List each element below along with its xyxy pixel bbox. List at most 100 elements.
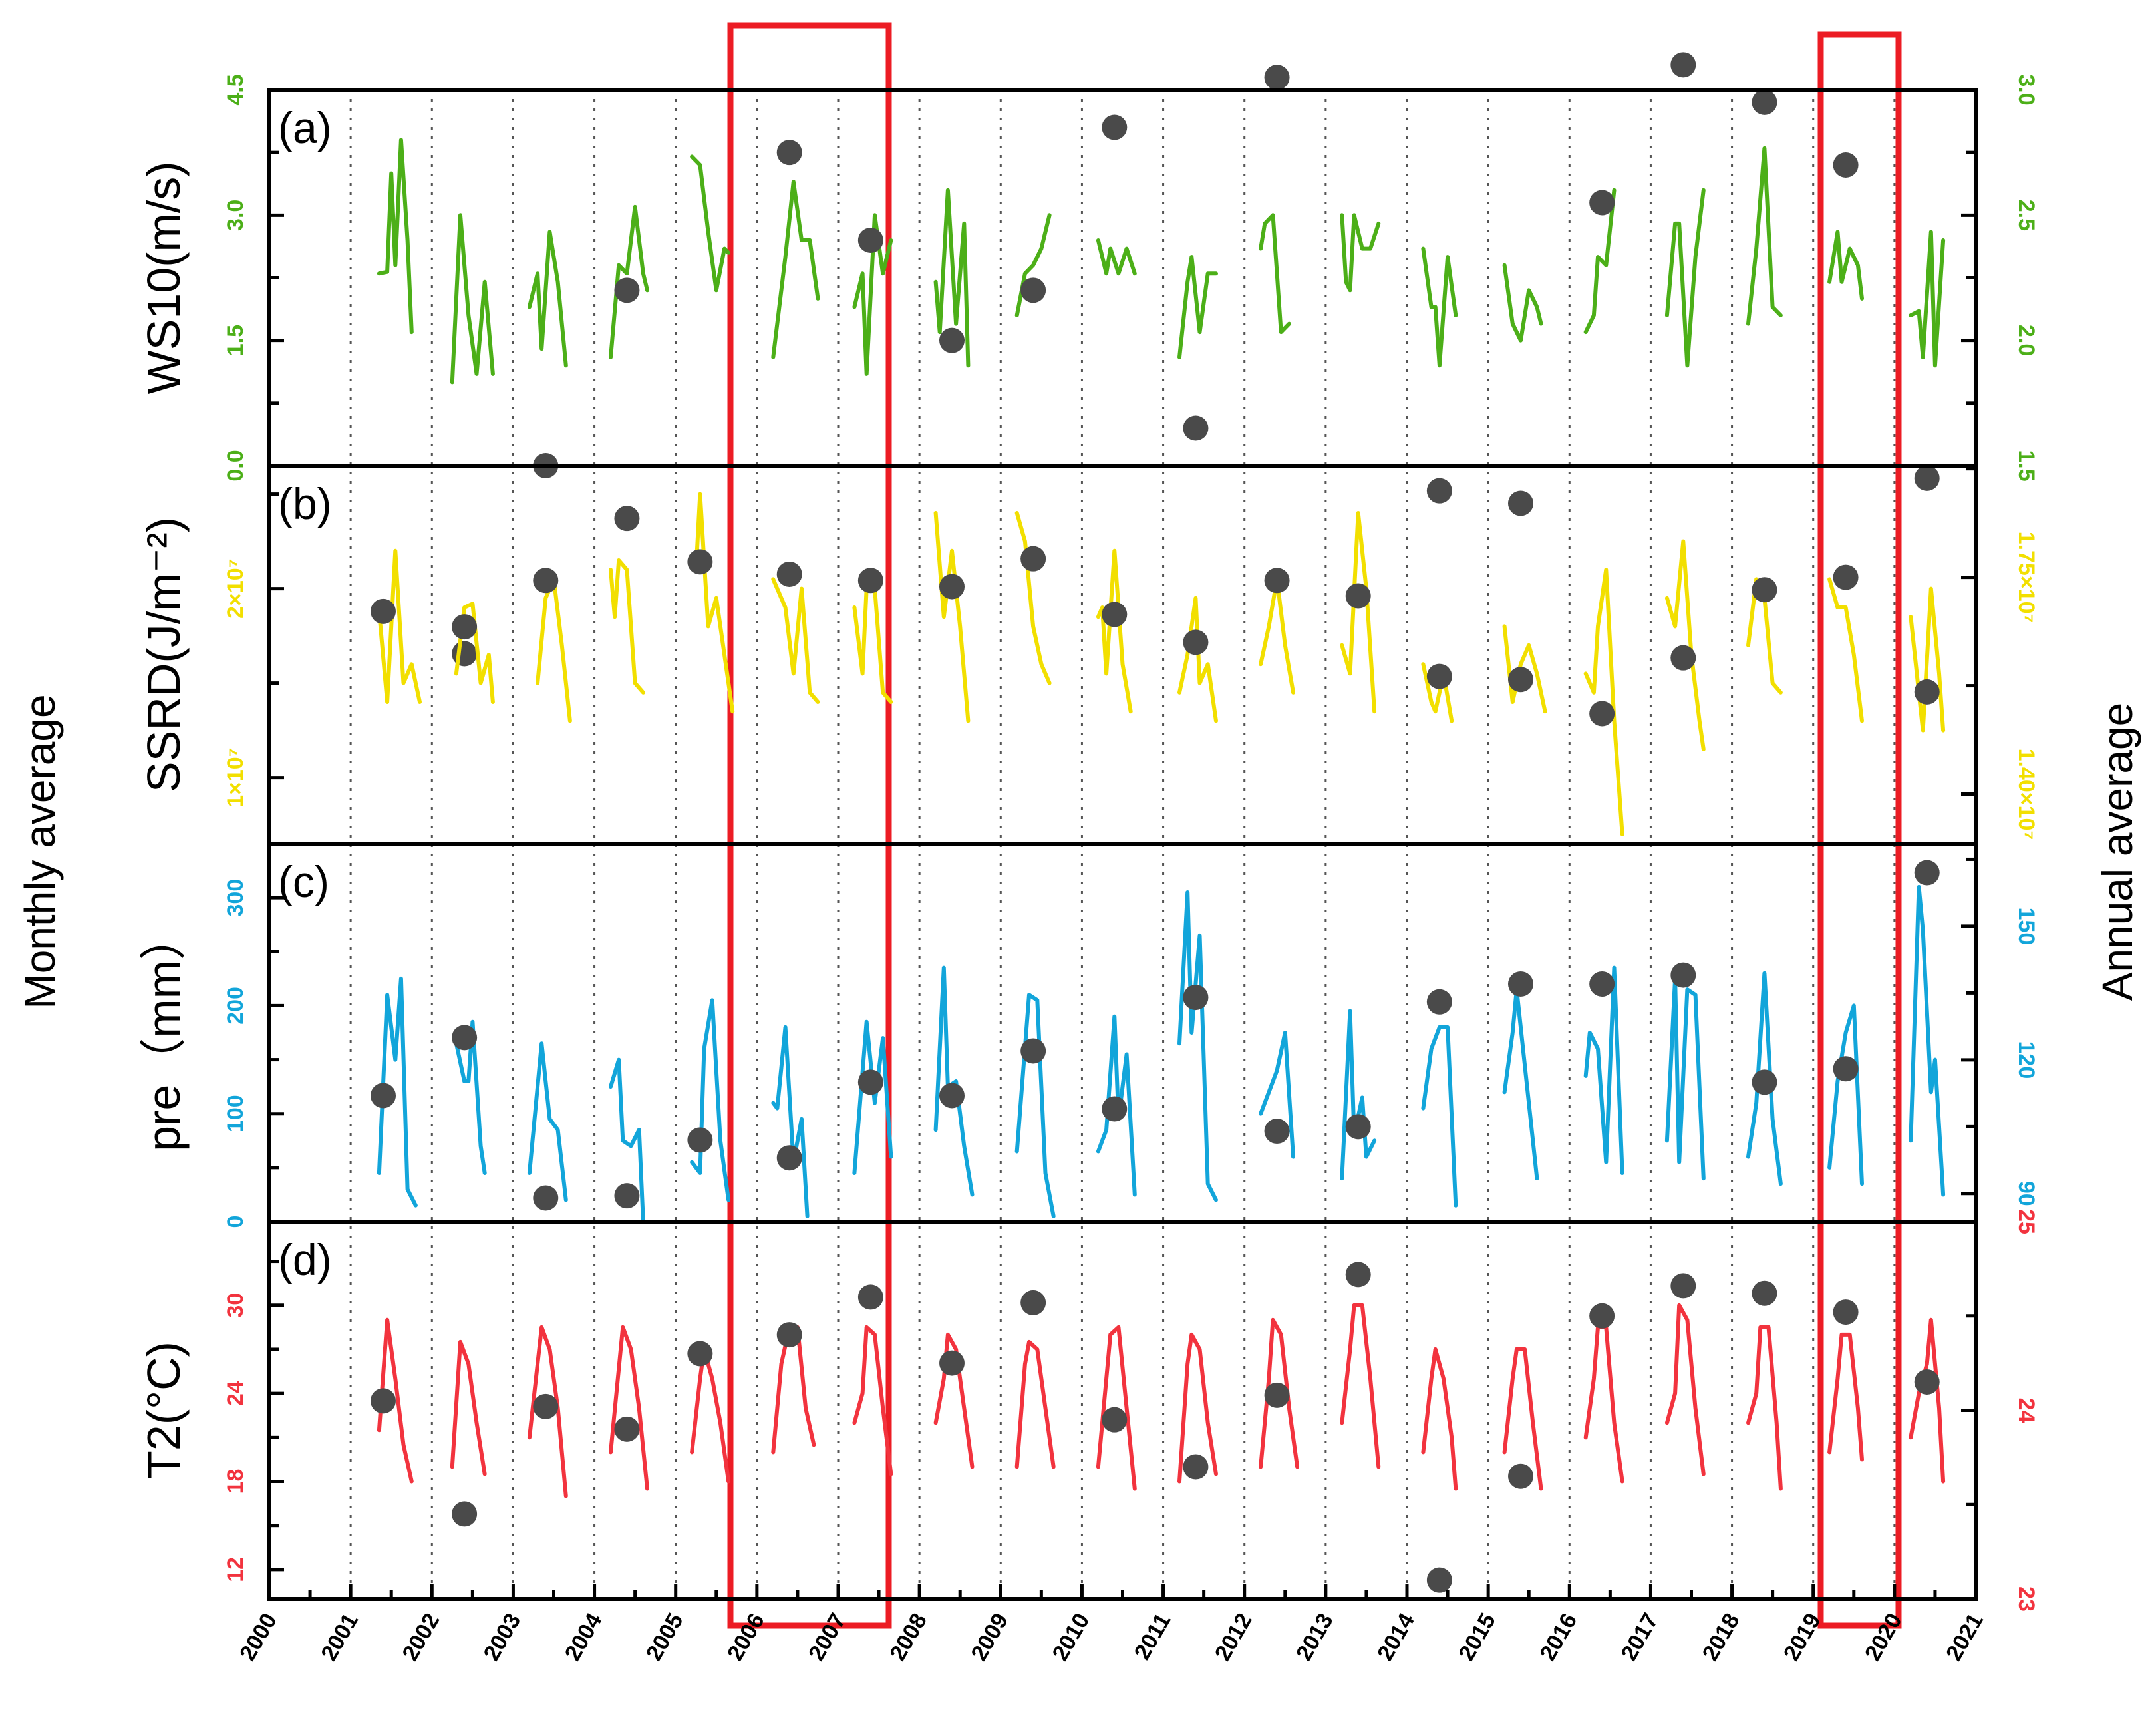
panel-y-label: pre（mm） — [138, 914, 190, 1152]
monthly-line — [536, 577, 572, 723]
highlight-box — [727, 22, 892, 1629]
monthly-line — [1746, 1325, 1783, 1491]
left-tick-label: 1×10⁷ — [223, 747, 248, 808]
monthly-line — [1014, 993, 1056, 1218]
panel-tag: (b) — [278, 479, 332, 528]
annual-point — [1670, 1273, 1696, 1299]
monthly-line — [1259, 577, 1295, 695]
monthly-line — [1664, 1303, 1706, 1476]
panel: 1×10⁷ 2×10⁷ 1.40×10⁷ 1.75×10⁷ (b) SSRD(J/m⁻²) — [138, 464, 2039, 846]
x-tick-label: 2012 — [1210, 1609, 1257, 1665]
monthly-line — [609, 1325, 649, 1491]
annual-point — [1183, 985, 1209, 1011]
monthly-line — [771, 577, 820, 704]
panel-y-label: SSRD(J/m⁻²) — [138, 517, 190, 792]
annual-point — [1508, 490, 1533, 516]
monthly-line — [377, 1317, 414, 1484]
annual-point — [1589, 190, 1615, 216]
panel: 12 18 24 30 23 24 25 (d) T2(°C) — [138, 1209, 2039, 1612]
annual-point — [1020, 546, 1046, 572]
annual-point — [939, 574, 965, 600]
monthly-line — [450, 213, 495, 385]
monthly-line — [1664, 188, 1706, 368]
monthly-line — [1340, 213, 1381, 293]
monthly-line — [1177, 255, 1218, 359]
annual-point — [1102, 1407, 1128, 1433]
annual-point — [776, 1322, 802, 1348]
monthly-line — [377, 976, 418, 1208]
monthly-line — [933, 188, 971, 368]
x-tick-label: 2005 — [641, 1609, 689, 1665]
x-tick-label: 2016 — [1535, 1609, 1582, 1665]
annual-point — [1426, 663, 1452, 689]
monthly-line — [1827, 1003, 1864, 1186]
left-tick-label: 2×10⁷ — [223, 558, 248, 619]
annual-point — [1264, 65, 1290, 90]
monthly-line — [771, 180, 820, 359]
annual-point — [452, 641, 478, 667]
annual-point — [1833, 1299, 1859, 1325]
annual-point — [1914, 1369, 1940, 1395]
annual-point — [1508, 971, 1533, 997]
monthly-line — [1340, 1009, 1377, 1181]
left-tick-label: 100 — [223, 1095, 248, 1132]
annual-point — [1508, 667, 1533, 693]
annual-point — [1589, 701, 1615, 727]
annual-point — [1426, 1567, 1452, 1593]
monthly-line — [1014, 511, 1052, 685]
annual-point — [1020, 1038, 1046, 1064]
monthly-line — [1014, 1339, 1056, 1469]
monthly-line — [1096, 1325, 1137, 1491]
monthly-line — [1421, 1025, 1458, 1208]
right-axis-title: Annual average — [2093, 703, 2141, 1001]
x-tick-label: 2003 — [479, 1609, 526, 1665]
annual-point — [614, 1416, 640, 1442]
annual-point — [452, 614, 478, 640]
annual-point — [1670, 645, 1696, 671]
annual-point — [776, 1145, 802, 1171]
annual-point — [1345, 1262, 1371, 1288]
monthly-line — [1502, 987, 1539, 1181]
monthly-line — [1502, 1347, 1543, 1491]
annual-point — [1345, 1114, 1371, 1140]
annual-point — [1914, 679, 1940, 705]
x-tick-label: 2013 — [1291, 1609, 1338, 1665]
monthly-line — [1909, 1317, 1946, 1484]
right-tick-label: 150 — [2014, 908, 2039, 946]
panel-frame — [267, 842, 1978, 1224]
annual-point — [1183, 629, 1209, 655]
monthly-line — [1259, 213, 1291, 335]
monthly-line — [852, 586, 893, 704]
monthly-line — [690, 998, 731, 1202]
monthly-line — [454, 1019, 487, 1175]
right-tick-label: 1.5 — [2014, 450, 2039, 481]
monthly-line — [1909, 884, 1946, 1197]
panels: 0.0 1.5 3.0 4.5 1.5 2.0 2.5 3.0 (a) WS10(m/s) 1×10… — [138, 52, 2039, 1612]
monthly-line — [1421, 662, 1454, 723]
monthly-line — [1909, 586, 1946, 733]
annual-point — [939, 327, 965, 353]
x-tick-label: 2021 — [1941, 1609, 1988, 1665]
monthly-line — [852, 1325, 893, 1476]
right-tick-label: 23 — [2014, 1586, 2039, 1612]
left-tick-label: 18 — [223, 1469, 248, 1494]
annual-point — [687, 1341, 713, 1367]
monthly-line — [690, 154, 731, 293]
monthly-line — [933, 1332, 975, 1469]
right-tick-label: 90 — [2014, 1181, 2039, 1206]
annual-point — [1589, 1303, 1615, 1329]
monthly-line — [1421, 1347, 1458, 1491]
annual-point — [1752, 577, 1777, 603]
left-tick-label: 30 — [223, 1293, 248, 1318]
left-tick-label: 200 — [223, 987, 248, 1025]
annual-point — [1264, 1119, 1290, 1144]
monthly-line — [527, 230, 568, 368]
left-tick-label: 4.5 — [223, 74, 248, 105]
monthly-line — [609, 1057, 645, 1224]
monthly-line — [1583, 568, 1624, 836]
right-tick-label: 1.75×10⁷ — [2014, 532, 2039, 623]
annual-point — [614, 277, 640, 303]
monthly-line — [933, 965, 975, 1197]
annual-point — [1183, 1454, 1209, 1480]
x-tick-label: 2017 — [1617, 1609, 1664, 1665]
